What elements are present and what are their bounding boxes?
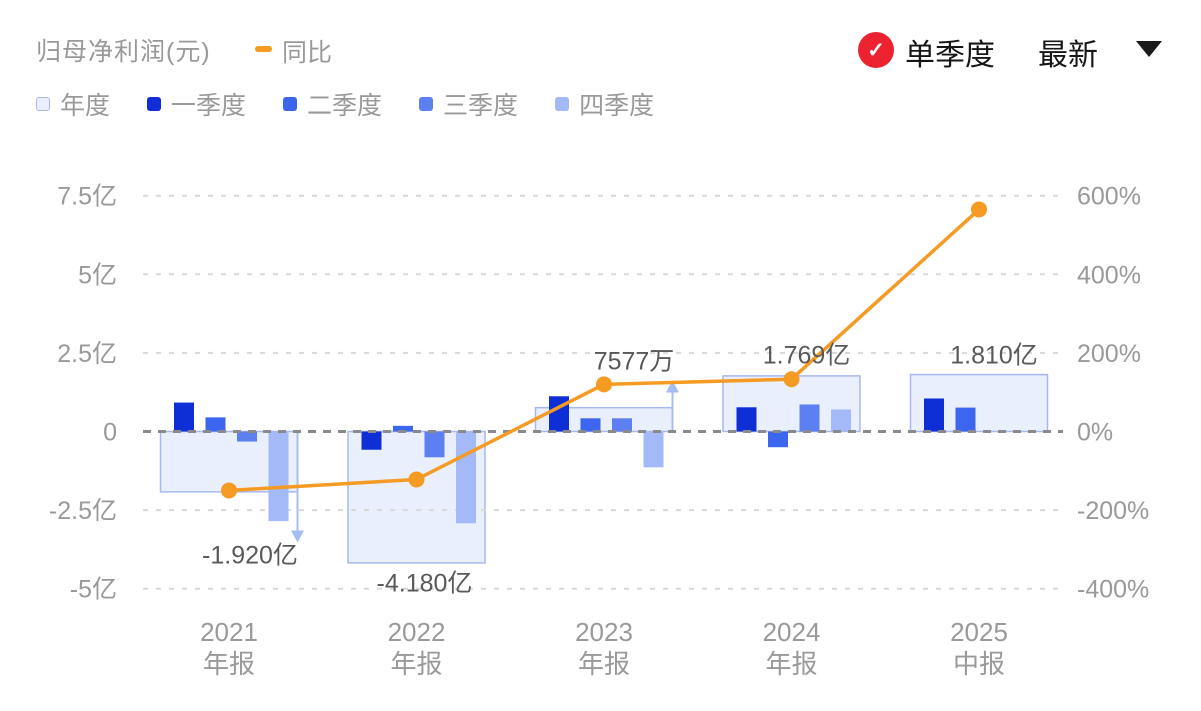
- legend-label: 一季度: [171, 92, 247, 120]
- yoy-legend-label: 同比: [282, 39, 333, 67]
- svg-text:400%: 400%: [1077, 261, 1141, 289]
- svg-text:年报: 年报: [203, 649, 255, 679]
- svg-text:中报: 中报: [953, 649, 1005, 679]
- q1-swatch-icon: [147, 97, 162, 111]
- report-period-select[interactable]: 最新: [1038, 39, 1098, 72]
- svg-text:1.769亿: 1.769亿: [763, 342, 851, 370]
- legend-label: 二季度: [307, 92, 383, 120]
- legend-item-q4: 四季度: [555, 86, 654, 122]
- svg-text:7577万: 7577万: [594, 348, 675, 376]
- q4-swatch-icon: [555, 97, 570, 111]
- svg-text:200%: 200%: [1077, 340, 1141, 368]
- svg-text:2024: 2024: [763, 617, 821, 647]
- check-icon: ✓: [867, 38, 885, 62]
- bar-legend: 年度 一季度 二季度 三季度 四季度: [36, 86, 654, 122]
- svg-text:2.5亿: 2.5亿: [57, 340, 117, 368]
- q3-swatch-icon: [419, 97, 434, 111]
- legend-label: 年度: [60, 92, 111, 120]
- dropdown-caret-icon[interactable]: [1136, 41, 1162, 57]
- svg-text:年报: 年报: [765, 649, 817, 679]
- svg-text:7.5亿: 7.5亿: [57, 183, 117, 211]
- svg-text:年报: 年报: [390, 649, 442, 679]
- yoy-line-swatch-icon: [255, 46, 272, 52]
- legend-label: 三季度: [443, 92, 519, 120]
- svg-text:2023: 2023: [575, 617, 633, 647]
- legend-item-q3: 三季度: [419, 86, 518, 122]
- svg-text:0%: 0%: [1077, 419, 1113, 447]
- legend-label: 四季度: [579, 92, 655, 120]
- svg-text:5亿: 5亿: [78, 261, 117, 289]
- svg-text:1.810亿: 1.810亿: [950, 342, 1038, 370]
- svg-text:2022: 2022: [388, 617, 446, 647]
- svg-text:-5亿: -5亿: [70, 576, 117, 604]
- svg-text:-2.5亿: -2.5亿: [49, 497, 117, 525]
- svg-text:2021: 2021: [200, 617, 258, 647]
- legend-item-q1: 一季度: [147, 86, 246, 122]
- svg-text:-200%: -200%: [1077, 497, 1149, 525]
- svg-text:0: 0: [103, 419, 117, 447]
- svg-text:2025: 2025: [950, 617, 1008, 647]
- svg-text:600%: 600%: [1077, 183, 1141, 211]
- single-quarter-toggle[interactable]: ✓: [858, 32, 894, 68]
- annual-swatch-icon: [36, 97, 50, 111]
- single-quarter-label[interactable]: 单季度: [905, 39, 995, 72]
- q2-swatch-icon: [283, 97, 298, 111]
- svg-text:年报: 年报: [578, 649, 630, 679]
- svg-text:-1.920亿: -1.920亿: [202, 542, 298, 570]
- legend-item-annual: 年度: [36, 86, 110, 122]
- legend-item-q2: 二季度: [283, 86, 382, 122]
- chart-title: 归母净利润(元): [36, 38, 211, 66]
- svg-text:-4.180亿: -4.180亿: [377, 570, 473, 598]
- svg-text:-400%: -400%: [1077, 576, 1149, 604]
